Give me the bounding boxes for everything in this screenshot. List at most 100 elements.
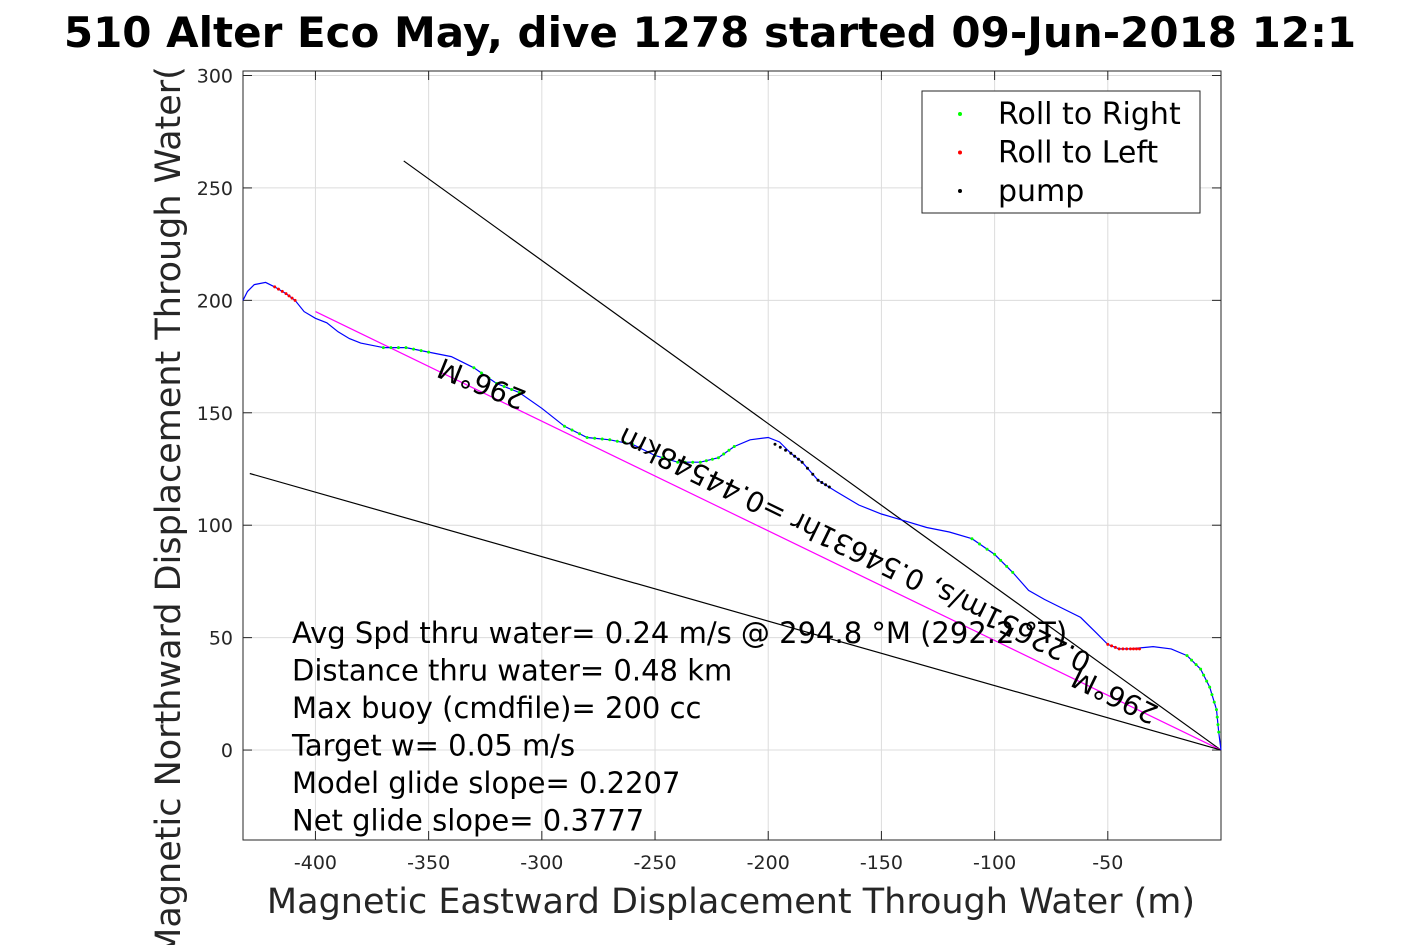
roll-right-marker xyxy=(727,448,731,452)
roll-left-marker xyxy=(293,298,297,302)
y-tick-label: 0 xyxy=(221,740,233,762)
roll-right-marker xyxy=(732,445,736,449)
roll-left-marker xyxy=(1117,647,1121,651)
track-label: 296°M xyxy=(433,351,530,416)
legend-label: Roll to Right xyxy=(998,97,1181,132)
roll-left-marker xyxy=(1106,642,1110,646)
legend-marker xyxy=(958,150,962,155)
roll-left-marker xyxy=(276,287,280,291)
y-tick-label: 200 xyxy=(197,290,233,312)
roll-markers xyxy=(273,285,1221,734)
roll-left-marker xyxy=(280,289,284,293)
annotation-line: Model glide slope= 0.2207 xyxy=(292,766,680,800)
x-axis-label: Magnetic Eastward Displacement Through W… xyxy=(267,882,1195,922)
roll-right-marker xyxy=(412,347,416,351)
roll-right-marker xyxy=(993,552,997,556)
roll-right-marker xyxy=(1208,685,1212,689)
pump-marker xyxy=(816,478,820,482)
roll-right-marker xyxy=(623,441,627,445)
legend-label: Roll to Left xyxy=(998,136,1158,171)
roll-left-marker xyxy=(1121,647,1125,651)
roll-left-marker xyxy=(1128,647,1132,651)
pump-marker xyxy=(800,460,804,464)
legend-marker xyxy=(958,112,962,116)
y-axis-label: Magnetic Northward Displacement Through … xyxy=(149,66,189,945)
roll-right-marker xyxy=(381,346,385,350)
roll-right-marker xyxy=(691,460,695,464)
net-track-line xyxy=(315,311,1222,751)
x-tick-label: -150 xyxy=(860,852,903,874)
roll-right-marker xyxy=(562,424,566,428)
roll-right-marker xyxy=(585,436,589,440)
roll-right-marker xyxy=(978,542,982,546)
roll-right-marker xyxy=(1217,730,1221,734)
pump-marker xyxy=(827,485,831,489)
roll-right-marker xyxy=(999,558,1003,562)
roll-right-marker xyxy=(1190,658,1194,662)
pump-marker xyxy=(789,451,793,455)
chart-title: 510 Alter Eco May, dive 1278 started 09-… xyxy=(64,8,1356,57)
roll-right-marker xyxy=(1194,663,1198,667)
annotation-line: Max buoy (cmdfile)= 200 cc xyxy=(292,691,701,725)
roll-right-marker xyxy=(615,439,619,443)
roll-right-marker xyxy=(722,452,726,456)
heading-line xyxy=(403,160,1222,751)
roll-right-marker xyxy=(1011,570,1015,574)
roll-right-marker xyxy=(683,460,687,464)
roll-right-marker xyxy=(1005,564,1009,568)
roll-right-marker xyxy=(479,371,483,375)
roll-left-marker xyxy=(1138,647,1141,651)
roll-right-marker xyxy=(704,459,708,463)
pump-marker xyxy=(784,448,788,452)
annotation-line: Target w= 0.05 m/s xyxy=(291,729,575,763)
annotation-line: Distance thru water= 0.48 km xyxy=(292,654,732,688)
roll-right-marker xyxy=(698,460,702,464)
y-tick-label: 50 xyxy=(209,628,233,650)
drift-line xyxy=(249,472,1222,751)
roll-left-marker xyxy=(1113,645,1117,649)
roll-right-marker xyxy=(716,456,720,460)
y-tick-label: 150 xyxy=(197,403,233,425)
roll-right-marker xyxy=(419,349,423,353)
annotation-line: Net glide slope= 0.3777 xyxy=(292,804,644,838)
x-tick-label: -250 xyxy=(633,852,676,874)
roll-left-marker xyxy=(1125,647,1129,651)
roll-right-marker xyxy=(396,346,400,350)
roll-right-marker xyxy=(676,460,680,464)
roll-left-marker xyxy=(1134,647,1138,651)
roll-left-marker xyxy=(1110,644,1114,648)
roll-right-marker xyxy=(970,537,974,541)
roll-right-marker xyxy=(578,432,582,436)
pump-marker xyxy=(824,483,828,487)
pump-marker xyxy=(820,480,824,484)
reference-lines xyxy=(249,160,1222,751)
x-tick-label: -400 xyxy=(294,852,337,874)
roll-right-marker xyxy=(1202,673,1206,677)
roll-left-marker xyxy=(273,285,277,289)
legend-box xyxy=(921,90,1201,214)
roll-right-marker xyxy=(487,376,491,380)
roll-right-marker xyxy=(510,388,514,392)
x-tick-label: -350 xyxy=(407,852,450,874)
pump-marker xyxy=(793,454,797,458)
x-tick-label: -100 xyxy=(973,852,1016,874)
roll-right-marker xyxy=(502,385,506,389)
x-tick-label: -50 xyxy=(1092,852,1123,874)
pump-marker xyxy=(778,445,782,449)
roll-right-marker xyxy=(1212,700,1216,704)
roll-right-marker xyxy=(1214,708,1218,712)
roll-right-marker xyxy=(517,391,521,395)
plot-area-frame xyxy=(242,70,1222,841)
annotation-line: Avg Spd thru water= 0.24 m/s @ 294.8 °M … xyxy=(292,616,1067,650)
roll-right-marker xyxy=(668,458,672,462)
x-tick-label: -300 xyxy=(520,852,563,874)
roll-right-marker xyxy=(985,547,989,551)
y-tick-label: 300 xyxy=(197,65,233,87)
roll-right-marker xyxy=(1205,679,1209,683)
roll-right-marker xyxy=(1216,723,1220,727)
roll-right-marker xyxy=(1210,693,1214,697)
pump-marker xyxy=(796,457,800,461)
y-tick-label: 100 xyxy=(197,515,233,537)
